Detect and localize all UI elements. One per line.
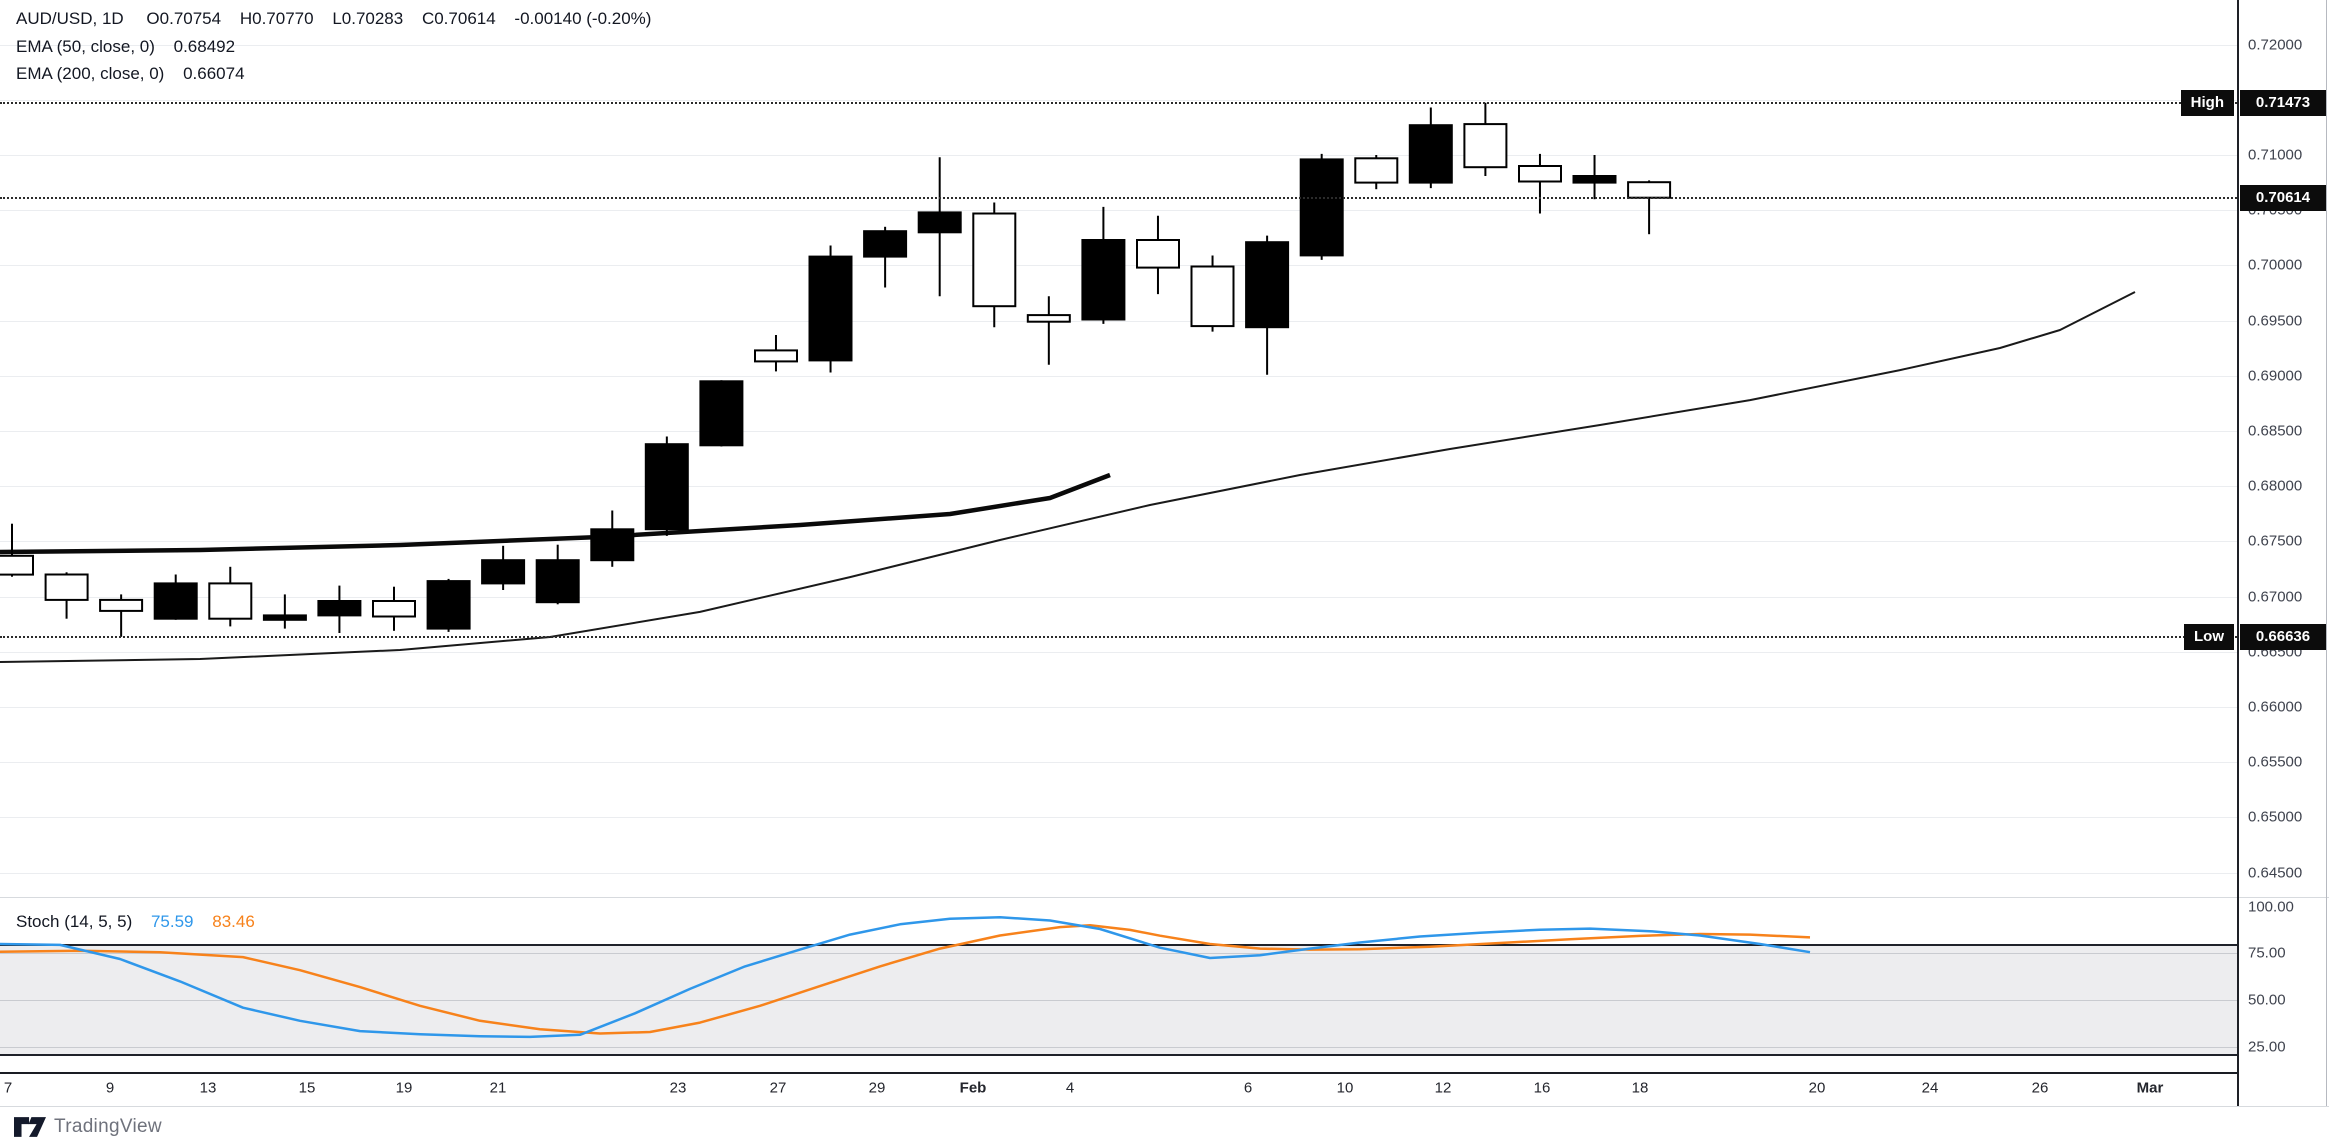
stoch-axis-label: 75.00 [2248, 944, 2286, 962]
price-gridline [0, 541, 2237, 543]
time-axis-top-border [0, 1072, 2237, 1074]
time-axis[interactable] [0, 1074, 2237, 1106]
stoch-axis-label: 25.00 [2248, 1038, 2286, 1056]
time-axis-label: 21 [489, 1079, 507, 1097]
ohlc-open: O0.70754 [146, 9, 222, 28]
high-price-badge: 0.71473 [2240, 89, 2326, 116]
price-axis-label: 0.67000 [2248, 588, 2303, 606]
chart-right-edge [2326, 0, 2327, 1106]
price-gridline [0, 596, 2237, 598]
time-axis-label: 12 [1434, 1079, 1452, 1097]
price-axis-label: 0.68500 [2248, 422, 2303, 440]
ema200-legend[interactable]: EMA (200, close, 0) 0.66074 [16, 64, 259, 84]
ema200-value: 0.66074 [183, 64, 245, 83]
ohlc-change: -0.00140 (-0.20%) [514, 9, 652, 28]
time-axis-label: 9 [105, 1079, 115, 1097]
stoch-axis-label: 100.00 [2248, 898, 2294, 915]
price-axis-label: 0.69500 [2248, 312, 2303, 330]
time-axis-label: Feb [959, 1079, 987, 1097]
stoch-gridline [0, 1047, 2237, 1048]
ohlc-low: L0.70283 [332, 9, 404, 28]
low-tag: Low [2184, 623, 2234, 650]
pane-separator[interactable] [0, 897, 2329, 898]
high-tag: High [2180, 89, 2234, 116]
ema50-value: 0.68492 [173, 37, 236, 56]
price-gridline [0, 486, 2237, 488]
ema50-legend[interactable]: EMA (50, close, 0) 0.68492 [16, 37, 249, 57]
time-axis-label: 18 [1631, 1079, 1649, 1097]
price-gridline [0, 210, 2237, 212]
price-axis-label: 0.66000 [2248, 698, 2303, 716]
time-axis-label: 29 [868, 1079, 886, 1097]
price-gridline [0, 155, 2237, 156]
time-axis-label: 10 [1336, 1079, 1354, 1097]
stoch-gridline [0, 1000, 2237, 1002]
time-axis-label: 24 [1921, 1079, 1939, 1097]
price-axis-label: 0.69000 [2248, 367, 2303, 385]
tradingview-logo[interactable]: TradingView [14, 1115, 162, 1139]
stoch-axis-label: 50.00 [2248, 991, 2286, 1009]
tradingview-logo-text: TradingView [54, 1116, 162, 1137]
price-gridline [0, 99, 2237, 101]
stoch-k-value: 75.59 [150, 912, 194, 931]
time-axis-label: 23 [669, 1079, 687, 1097]
last-price-line [0, 196, 2237, 199]
time-axis-label: 16 [1533, 1079, 1551, 1097]
time-axis-label: 7 [3, 1079, 13, 1097]
price-gridline [0, 762, 2237, 764]
time-axis-label: 6 [1243, 1079, 1253, 1097]
price-axis-label: 0.71000 [2248, 146, 2303, 164]
time-axis-label: 4 [1065, 1079, 1075, 1097]
stoch-label[interactable]: Stoch (14, 5, 5) [16, 912, 133, 931]
last-price-badge: 0.70614 [2240, 184, 2326, 211]
price-gridline [0, 817, 2237, 819]
ohlc-close: C0.70614 [421, 9, 496, 28]
ohlc-high: H0.70770 [239, 9, 314, 28]
tradingview-logo-icon [14, 1117, 46, 1137]
stoch-gridline [0, 953, 2237, 955]
time-axis-bottom-border [0, 1106, 2329, 1107]
price-axis-label: 0.72000 [2248, 36, 2303, 54]
time-axis-label: 15 [298, 1079, 316, 1097]
time-axis-label: 13 [199, 1079, 217, 1097]
stoch-d-value: 83.46 [212, 912, 255, 931]
price-gridline [0, 265, 2237, 267]
time-axis-label: 27 [769, 1079, 787, 1097]
price-axis-label: 0.68000 [2248, 477, 2303, 495]
time-axis-label: 26 [2031, 1079, 2049, 1097]
high-price-line [0, 101, 2237, 104]
price-gridline [0, 320, 2237, 322]
price-axis-label: 0.64500 [2248, 864, 2303, 882]
price-gridline [0, 431, 2237, 432]
low-price-line [0, 635, 2237, 638]
price-gridline [0, 651, 2237, 653]
symbol-legend[interactable]: AUD/USD, 1D O0.70754 H0.70770 L0.70283 C… [16, 9, 665, 29]
price-gridline [0, 707, 2237, 708]
time-axis-label: 19 [395, 1079, 413, 1097]
symbol-title[interactable]: AUD/USD, 1D [16, 9, 124, 28]
price-gridline [0, 375, 2237, 377]
stoch-legend[interactable]: Stoch (14, 5, 5) 75.59 83.46 [16, 912, 269, 932]
price-axis-label: 0.67500 [2248, 532, 2303, 550]
price-axis-label: 0.70000 [2248, 256, 2303, 274]
time-axis-label: 20 [1808, 1079, 1826, 1097]
ema50-label[interactable]: EMA (50, close, 0) [16, 37, 155, 56]
ema200-label[interactable]: EMA (200, close, 0) [16, 64, 165, 83]
price-gridline [0, 872, 2237, 874]
price-axis-label: 0.65000 [2248, 808, 2303, 826]
time-axis-label: Mar [2136, 1079, 2164, 1097]
price-axis-label: 0.65500 [2248, 753, 2303, 771]
price-axis-border [2237, 0, 2239, 1106]
low-price-badge: 0.66636 [2240, 623, 2326, 650]
price-gridline [0, 44, 2237, 46]
